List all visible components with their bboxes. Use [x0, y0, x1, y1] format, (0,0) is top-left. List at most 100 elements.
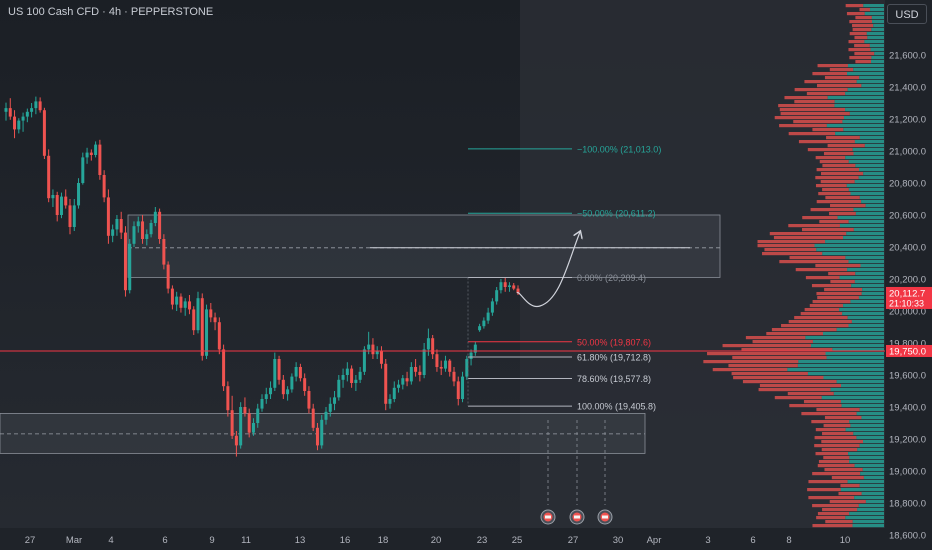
volume-bar-buy [862, 288, 884, 292]
volume-bar-sell [773, 236, 844, 240]
fibonacci-retracement[interactable]: −100.00% (21,013.0) −50.00% (20,611.2) 0.0… [467, 144, 661, 412]
event-markers[interactable] [540, 420, 613, 525]
volume-bar-sell [794, 100, 835, 104]
time-axis[interactable] [0, 528, 885, 550]
volume-bar-sell [806, 92, 846, 96]
volume-bar-sell [859, 8, 871, 12]
volume-bar-buy [859, 484, 884, 488]
volume-bar-buy [859, 444, 884, 448]
candle-body [166, 264, 170, 289]
volume-bar-buy [845, 256, 884, 260]
volume-bar-buy [847, 72, 884, 76]
volume-bar-buy [836, 328, 884, 332]
volume-bar-sell [764, 248, 817, 252]
volume-bar-buy [787, 368, 884, 372]
event-marker-icon[interactable] [569, 509, 585, 525]
volume-bar-sell [722, 344, 812, 348]
volume-bar-sell [789, 256, 846, 260]
candle-body [132, 226, 136, 244]
symbol-title[interactable]: US 100 Cash CFD · 4h · PEPPERSTONE [8, 6, 214, 18]
candle-body [495, 290, 499, 302]
candle-body [281, 379, 285, 395]
volume-bar-buy [845, 156, 884, 160]
volume-bar-buy [863, 172, 884, 176]
volume-bar-sell [732, 356, 827, 360]
candle-body [431, 338, 435, 355]
volume-bar-sell [774, 116, 844, 120]
volume-bar-sell [816, 168, 860, 172]
candle-body [384, 363, 388, 404]
volume-bar-buy [843, 236, 884, 240]
volume-bar-buy [827, 96, 884, 100]
candle-body [298, 367, 302, 379]
volume-bar-sell [804, 308, 840, 312]
volume-bar-buy [850, 192, 884, 196]
volume-bar-sell [830, 204, 866, 208]
drawing-layer[interactable] [0, 232, 885, 352]
volume-bar-buy [852, 148, 884, 152]
volume-bar-buy [836, 380, 884, 384]
volume-bar-sell [823, 456, 850, 460]
y-tick-label: 19,000.0 [889, 467, 926, 478]
volume-bar-buy [855, 272, 884, 276]
volume-bar-sell [812, 504, 859, 508]
volume-bar-buy [821, 396, 884, 400]
volume-profile [703, 4, 884, 528]
projection-arrow[interactable] [516, 232, 580, 308]
volume-bar-sell [819, 220, 849, 224]
candle-body [25, 111, 29, 117]
candle-body [465, 359, 469, 377]
candle-body [367, 344, 371, 350]
candle-body [286, 389, 290, 395]
candle-body [435, 354, 439, 367]
volume-bar-buy [861, 416, 884, 420]
volume-bar-sell [781, 324, 849, 328]
price-axis[interactable] [885, 0, 932, 550]
candle-body [196, 298, 200, 331]
supply-zone[interactable] [127, 214, 721, 278]
volume-bar-buy [857, 508, 884, 512]
volume-bar-buy [852, 524, 884, 528]
y-tick-label: 20,200.0 [889, 275, 926, 286]
volume-bar-sell [762, 252, 823, 256]
x-tick-label: 16 [340, 535, 351, 546]
currency-button[interactable]: USD [887, 4, 927, 24]
volume-bar-sell [793, 120, 843, 124]
volume-bar-buy [798, 360, 884, 364]
volume-bar-buy [843, 128, 884, 132]
candle-body [94, 144, 98, 155]
candle-body [175, 296, 179, 305]
volume-bar-sell [849, 56, 872, 60]
candle-body [290, 376, 294, 390]
volume-bar-sell [805, 276, 840, 280]
volume-bar-sell [802, 216, 838, 220]
volume-bar-sell [814, 436, 857, 440]
y-tick-label: 19,200.0 [889, 435, 926, 446]
volume-bar-buy [797, 364, 884, 368]
volume-bar-buy [858, 296, 884, 300]
event-marker-icon[interactable] [597, 509, 613, 525]
volume-bar-buy [864, 12, 884, 16]
volume-bar-buy [851, 320, 884, 324]
volume-bar-buy [861, 292, 884, 296]
volume-bar-sell [757, 240, 826, 244]
volume-bar-buy [859, 136, 884, 140]
volume-bar-buy [840, 488, 884, 492]
volume-bar-sell [759, 384, 842, 388]
volume-bar-buy [870, 48, 884, 52]
event-marker-icon[interactable] [540, 509, 556, 525]
x-tick-label: 25 [512, 535, 523, 546]
volume-bar-buy [849, 460, 884, 464]
volume-bar-sell [779, 124, 827, 128]
volume-bar-sell [827, 144, 865, 148]
volume-bar-sell [788, 132, 836, 136]
candle-body [162, 239, 166, 265]
candle-body [149, 223, 153, 235]
volume-bar-sell [758, 388, 831, 392]
volume-bar-sell [771, 328, 837, 332]
volume-bar-buy [850, 424, 884, 428]
volume-bar-sell [808, 480, 848, 484]
volume-bar-sell [816, 516, 846, 520]
